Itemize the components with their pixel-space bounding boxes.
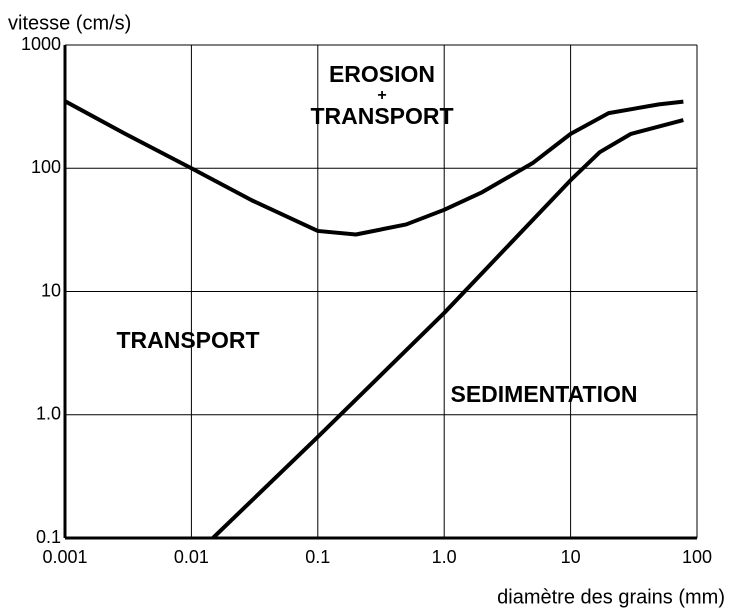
y-axis-label: vitesse (cm/s) [8, 12, 131, 34]
line [211, 118, 684, 540]
annotation: TRANSPORT [116, 327, 259, 353]
x-tick-label: 10 [561, 547, 581, 567]
y-tick-label: 1.0 [36, 404, 61, 424]
x-tick-label: 0.001 [42, 547, 87, 567]
x-tick-label: 0.01 [174, 547, 209, 567]
annotation: EROSION [329, 61, 435, 87]
y-tick-label: 10 [41, 280, 61, 300]
line [64, 99, 684, 237]
x-tick-label: 100 [682, 547, 712, 567]
x-axis-label: diamètre des grains (mm) [497, 586, 725, 608]
x-tick-label: 1.0 [432, 547, 457, 567]
y-tick-label: 1000 [21, 34, 61, 54]
y-tick-label: 100 [31, 157, 61, 177]
annotation: SEDIMENTATION [451, 381, 638, 407]
y-tick-label: 0.1 [36, 527, 61, 547]
annotation: TRANSPORT [310, 103, 453, 129]
annotation: + [377, 87, 386, 104]
x-tick-label: 0.1 [305, 547, 330, 567]
